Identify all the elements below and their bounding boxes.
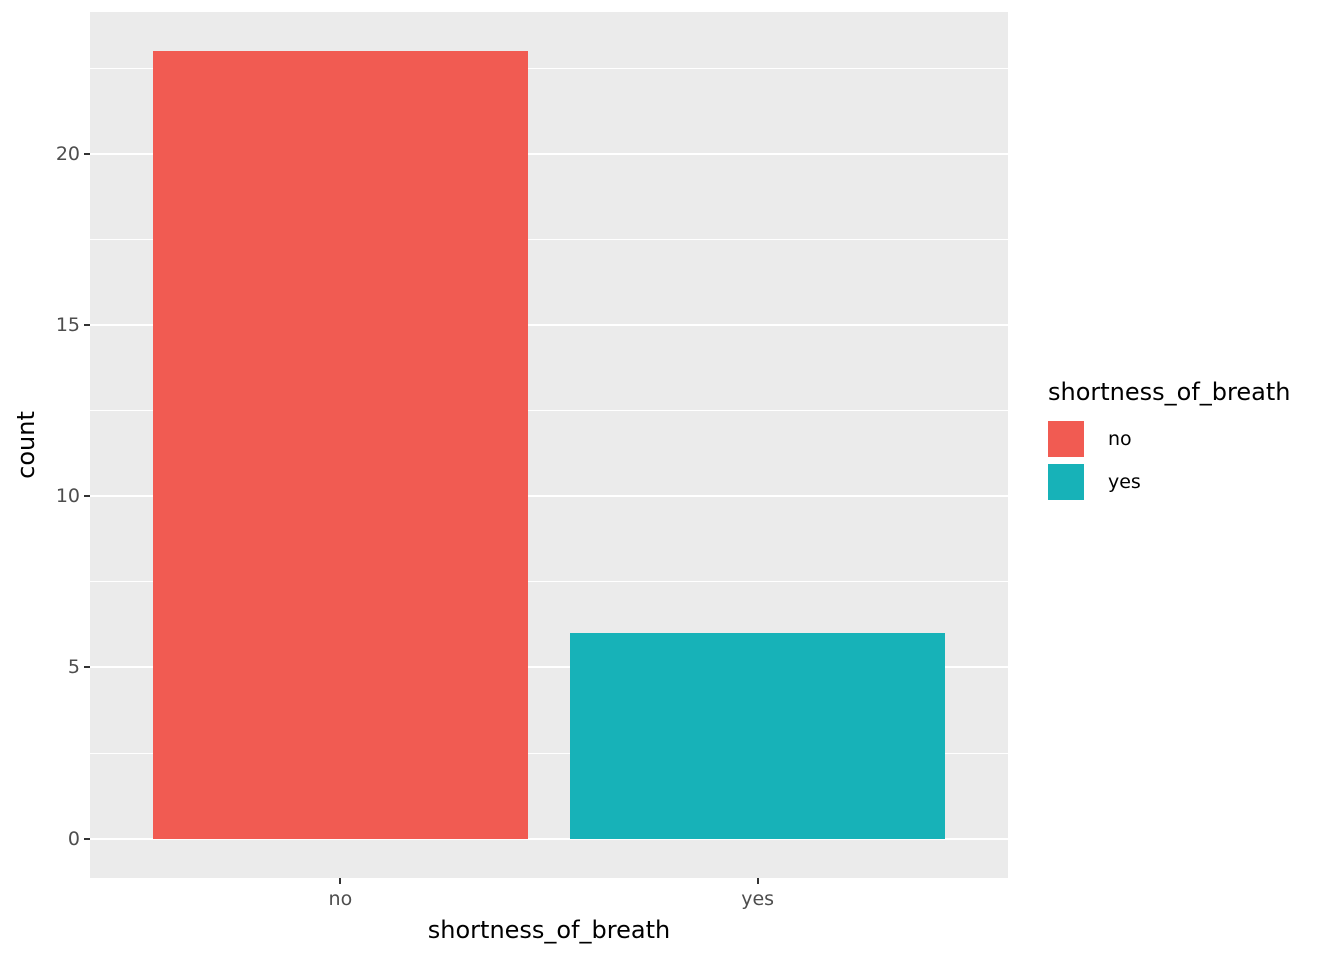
legend-label: yes — [1108, 471, 1141, 493]
minor-gridline — [90, 410, 1008, 412]
minor-gridline — [90, 67, 1008, 69]
major-gridline — [90, 495, 1008, 498]
y-tick-label: 5 — [67, 656, 80, 679]
x-tick-label: no — [328, 888, 353, 910]
y-tick-mark — [84, 666, 90, 669]
major-gridline — [90, 324, 1008, 327]
y-tick-label: 20 — [55, 143, 80, 166]
bar-no — [152, 51, 529, 839]
x-tick-mark — [756, 878, 759, 884]
legend: shortness_of_breath no yes — [1048, 378, 1290, 507]
legend-swatch — [1048, 464, 1084, 500]
y-tick-mark — [84, 153, 90, 156]
y-tick-mark — [84, 324, 90, 327]
major-gridline — [90, 837, 1008, 840]
y-tick-mark — [84, 495, 90, 498]
x-tick-mark — [339, 878, 342, 884]
bar-yes — [569, 633, 946, 839]
legend-entry-yes: yes — [1048, 464, 1290, 500]
legend-entry-no: no — [1048, 421, 1290, 457]
x-tick-label: yes — [741, 888, 775, 910]
major-gridline — [90, 666, 1008, 669]
plot-panel — [90, 12, 1008, 878]
y-tick-mark — [84, 837, 90, 840]
y-tick-label: 0 — [67, 827, 80, 850]
legend-swatch — [1048, 421, 1084, 457]
y-tick-label: 10 — [55, 485, 80, 508]
x-axis-title: shortness_of_breath — [427, 916, 671, 944]
minor-gridline — [90, 752, 1008, 754]
legend-label: no — [1108, 428, 1132, 450]
y-axis-title: count — [12, 411, 40, 479]
y-tick-label: 15 — [55, 314, 80, 337]
legend-keys: no yes — [1048, 421, 1290, 500]
minor-gridline — [90, 239, 1008, 241]
minor-gridline — [90, 581, 1008, 583]
major-gridline — [90, 153, 1008, 156]
legend-title: shortness_of_breath — [1048, 378, 1291, 406]
